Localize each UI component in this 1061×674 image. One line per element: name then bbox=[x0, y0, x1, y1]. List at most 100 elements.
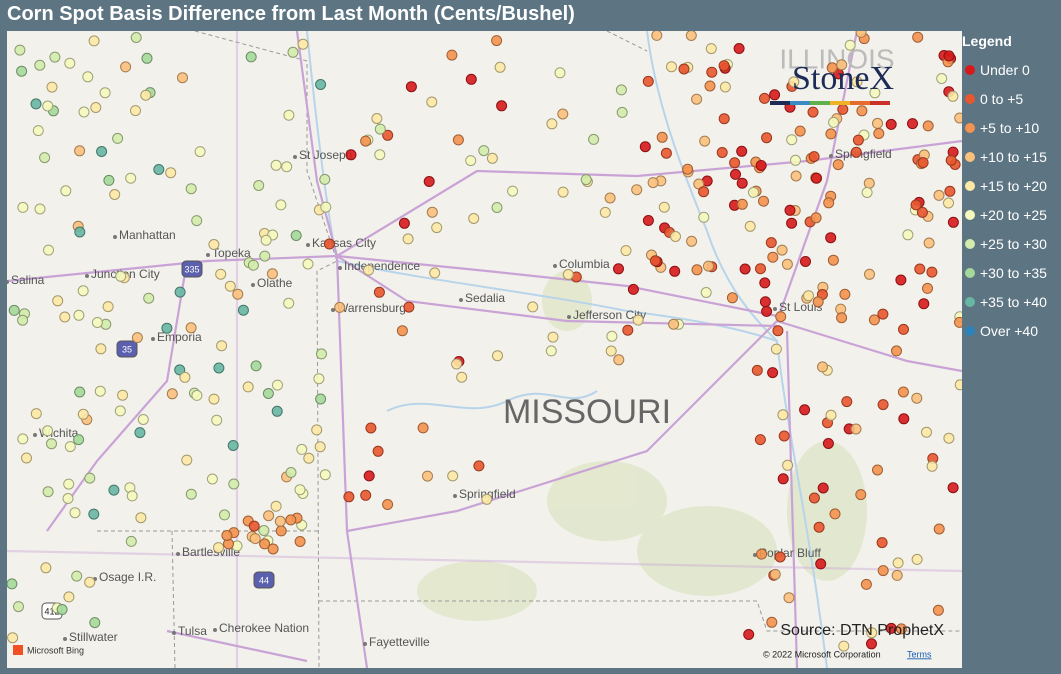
city-label: Sedalia bbox=[465, 291, 505, 305]
city-label: Manhattan bbox=[119, 228, 176, 242]
site-dot bbox=[557, 186, 569, 198]
legend-label: +30 to +35 bbox=[980, 264, 1047, 281]
site-dot bbox=[613, 354, 625, 366]
site-dot bbox=[944, 185, 956, 197]
site-dot bbox=[783, 592, 795, 604]
city-marker bbox=[567, 315, 571, 319]
site-dot bbox=[788, 76, 800, 88]
site-dot bbox=[494, 61, 506, 73]
site-dot bbox=[270, 159, 282, 171]
site-dot bbox=[898, 323, 909, 335]
site-dot bbox=[767, 251, 779, 263]
site-dot bbox=[91, 317, 103, 328]
site-dot bbox=[237, 304, 249, 316]
site-dot bbox=[120, 61, 132, 73]
site-dot bbox=[402, 233, 414, 245]
site-dot bbox=[13, 601, 24, 613]
site-dot bbox=[769, 568, 781, 580]
site-dot bbox=[294, 536, 306, 547]
site-dot bbox=[852, 134, 864, 146]
site-dot bbox=[63, 591, 75, 603]
site-dot bbox=[17, 201, 29, 213]
site-dot bbox=[936, 73, 948, 84]
bing-logo bbox=[13, 645, 23, 655]
site-dot bbox=[215, 268, 227, 280]
site-dot bbox=[926, 460, 938, 472]
site-dot bbox=[266, 268, 278, 280]
site-dot bbox=[761, 305, 773, 317]
site-dot bbox=[165, 167, 177, 179]
site-dot bbox=[945, 154, 957, 166]
site-dot bbox=[716, 147, 728, 158]
site-dot bbox=[813, 521, 825, 533]
site-dot bbox=[545, 345, 557, 357]
site-dot bbox=[642, 75, 654, 87]
site-dot bbox=[224, 280, 236, 292]
legend-item: +30 to +35 bbox=[962, 258, 1061, 287]
site-dot bbox=[670, 231, 681, 242]
city-label: Cherokee Nation bbox=[219, 621, 309, 635]
site-dot bbox=[666, 61, 677, 73]
site-dot bbox=[700, 287, 712, 298]
city-label: Warrensburg bbox=[337, 301, 406, 315]
site-dot bbox=[74, 386, 86, 398]
site-dot bbox=[873, 128, 885, 139]
site-dot bbox=[719, 81, 731, 93]
site-dot bbox=[954, 316, 962, 328]
site-dot bbox=[398, 217, 410, 229]
site-dot bbox=[161, 322, 173, 334]
site-dot bbox=[465, 73, 477, 85]
site-dot bbox=[658, 201, 670, 213]
site-dot bbox=[580, 174, 592, 186]
city-label: Poplar Bluff bbox=[759, 546, 821, 560]
site-dot bbox=[30, 408, 42, 420]
site-dot bbox=[947, 216, 959, 228]
site-dot bbox=[817, 361, 828, 373]
site-dot bbox=[16, 65, 28, 77]
site-dot bbox=[815, 558, 827, 570]
site-dot bbox=[153, 164, 165, 175]
site-dot bbox=[632, 314, 644, 326]
city-marker bbox=[176, 552, 180, 556]
site-dot bbox=[117, 389, 129, 401]
site-dot bbox=[275, 525, 287, 537]
site-dot bbox=[756, 548, 768, 560]
site-dot bbox=[786, 217, 798, 229]
site-dot bbox=[828, 116, 840, 128]
site-dot bbox=[627, 283, 639, 295]
site-dot bbox=[748, 186, 759, 198]
site-dot bbox=[492, 350, 503, 362]
site-dot bbox=[363, 264, 374, 276]
site-dot bbox=[885, 622, 897, 634]
site-dot bbox=[125, 172, 137, 184]
copyright: © 2022 Microsoft Corporation bbox=[763, 649, 881, 659]
city-label: Topeka bbox=[212, 246, 251, 260]
site-dot bbox=[296, 443, 308, 455]
highway-number: 335 bbox=[184, 264, 199, 274]
site-dot bbox=[943, 197, 954, 209]
site-dot bbox=[263, 510, 275, 522]
site-dot bbox=[811, 172, 822, 184]
site-dot bbox=[743, 629, 755, 640]
site-dot bbox=[334, 301, 346, 313]
site-dot bbox=[922, 282, 933, 294]
terms-link[interactable]: Terms bbox=[907, 649, 932, 659]
site-dot bbox=[320, 201, 332, 213]
site-dot bbox=[345, 149, 357, 161]
site-dot bbox=[954, 112, 962, 124]
site-dot bbox=[303, 452, 315, 464]
site-dot bbox=[426, 96, 438, 108]
source: Source: DTN ProphetX bbox=[780, 622, 944, 639]
site-dot bbox=[895, 274, 907, 286]
site-dot bbox=[651, 31, 663, 41]
site-dot bbox=[259, 538, 271, 550]
city-marker bbox=[85, 274, 89, 278]
site-dot bbox=[323, 238, 335, 250]
site-dot bbox=[17, 314, 29, 326]
site-dot bbox=[864, 268, 875, 280]
site-dot bbox=[911, 392, 923, 404]
site-dot bbox=[803, 290, 814, 302]
site-dot bbox=[861, 187, 873, 198]
site-dot bbox=[275, 199, 287, 211]
site-dot bbox=[96, 146, 108, 157]
